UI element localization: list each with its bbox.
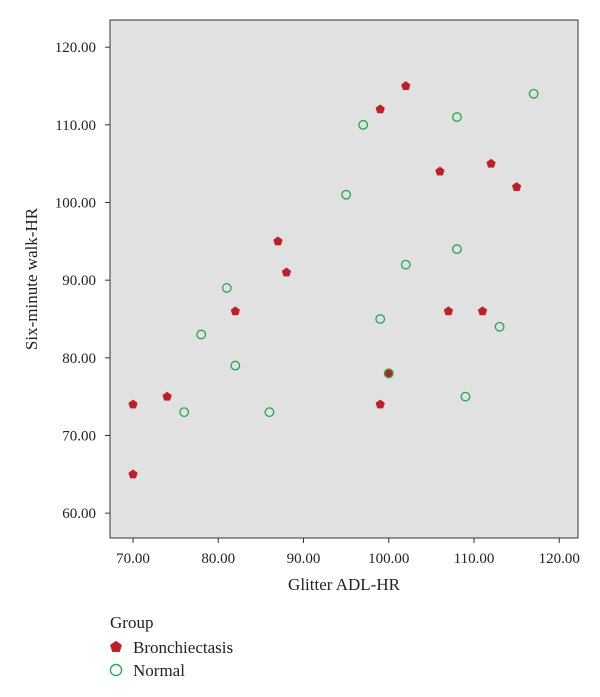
x-tick-label: 70.00 bbox=[116, 551, 150, 567]
x-tick-label: 110.00 bbox=[454, 551, 495, 567]
y-tick-label: 120.00 bbox=[55, 40, 96, 56]
point-normal bbox=[452, 112, 462, 123]
legend-label-normal: Normal bbox=[133, 661, 185, 680]
y-tick-label: 100.00 bbox=[55, 196, 96, 212]
y-axis: 60.00 70.00 80.00 90.00 100.00 110.00 120.00 bbox=[55, 40, 110, 522]
data-points bbox=[128, 81, 539, 479]
x-tick-label: 90.00 bbox=[287, 551, 321, 567]
point-normal bbox=[528, 88, 539, 99]
y-axis-title: Six-minute walk-HR bbox=[22, 207, 41, 350]
point-bronchiectasis bbox=[401, 81, 411, 90]
point-normal bbox=[400, 259, 411, 270]
y-tick-label: 80.00 bbox=[62, 351, 96, 367]
point-normal bbox=[494, 321, 505, 332]
legend-marker-bronchiectasis bbox=[109, 640, 123, 653]
point-bronchiectasis bbox=[435, 166, 445, 176]
x-axis-title: Glitter ADL-HR bbox=[288, 575, 401, 594]
x-tick-label: 100.00 bbox=[368, 551, 409, 567]
point-bronchiectasis bbox=[477, 306, 488, 316]
y-tick-label: 110.00 bbox=[55, 118, 96, 134]
plot-area bbox=[109, 19, 579, 539]
point-bronchiectasis bbox=[486, 158, 496, 168]
point-normal bbox=[179, 407, 190, 418]
point-bronchiectasis bbox=[281, 267, 292, 277]
point-normal bbox=[383, 368, 394, 379]
x-tick-label: 120.00 bbox=[539, 551, 580, 567]
point-normal bbox=[460, 391, 471, 402]
point-bronchiectasis bbox=[273, 236, 283, 246]
x-tick-label: 80.00 bbox=[201, 551, 235, 567]
point-bronchiectasis bbox=[128, 399, 138, 409]
point-bronchiectasis bbox=[128, 469, 138, 479]
point-bronchiectasis bbox=[375, 104, 385, 114]
point-normal bbox=[358, 119, 369, 130]
legend-label-bronchiectasis: Bronchiectasis bbox=[133, 638, 233, 657]
point-bronchiectasis bbox=[375, 399, 385, 409]
y-tick-label: 90.00 bbox=[62, 273, 96, 289]
point-normal bbox=[196, 329, 207, 340]
legend-title: Group bbox=[110, 613, 153, 632]
y-tick-label: 60.00 bbox=[62, 506, 96, 522]
point-bronchiectasis bbox=[443, 306, 454, 316]
x-axis: 70.00 80.00 90.00 100.00 110.00 120.00 bbox=[116, 538, 580, 567]
legend-marker-normal bbox=[109, 663, 123, 677]
point-normal bbox=[221, 283, 232, 293]
point-bronchiectasis bbox=[230, 306, 240, 316]
legend: Group Bronchiectasis Normal bbox=[109, 613, 233, 680]
point-bronchiectasis bbox=[511, 182, 522, 191]
point-normal bbox=[230, 360, 241, 371]
point-normal bbox=[264, 407, 275, 418]
y-tick-label: 70.00 bbox=[62, 428, 96, 444]
point-normal bbox=[375, 314, 386, 324]
legend-items: Bronchiectasis Normal bbox=[109, 638, 233, 680]
point-normal bbox=[341, 189, 352, 200]
point-normal bbox=[452, 244, 462, 255]
point-bronchiectasis bbox=[162, 391, 172, 401]
